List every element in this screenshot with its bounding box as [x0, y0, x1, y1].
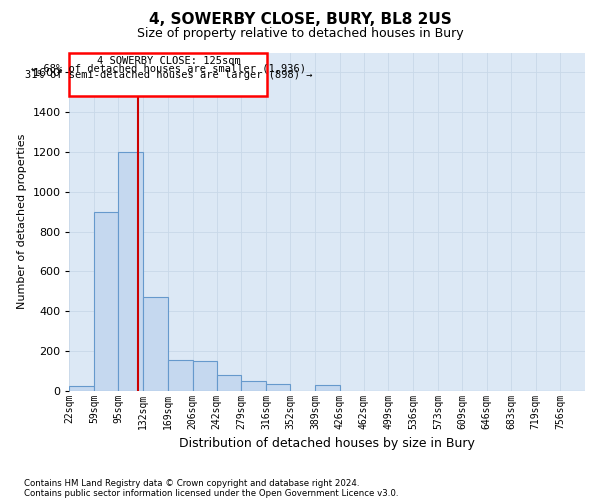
Bar — [143, 297, 168, 390]
Text: 31% of semi-detached houses are larger (898) →: 31% of semi-detached houses are larger (… — [25, 70, 312, 81]
FancyBboxPatch shape — [70, 52, 268, 96]
Text: Size of property relative to detached houses in Bury: Size of property relative to detached ho… — [137, 28, 463, 40]
Text: Contains public sector information licensed under the Open Government Licence v3: Contains public sector information licen… — [24, 488, 398, 498]
X-axis label: Distribution of detached houses by size in Bury: Distribution of detached houses by size … — [179, 437, 475, 450]
Y-axis label: Number of detached properties: Number of detached properties — [17, 134, 27, 310]
Text: 4 SOWERBY CLOSE: 125sqm: 4 SOWERBY CLOSE: 125sqm — [97, 56, 241, 66]
Text: ← 68% of detached houses are smaller (1,936): ← 68% of detached houses are smaller (1,… — [31, 64, 306, 74]
Bar — [118, 152, 143, 390]
Bar — [168, 360, 193, 390]
Bar — [217, 374, 241, 390]
Text: Contains HM Land Registry data © Crown copyright and database right 2024.: Contains HM Land Registry data © Crown c… — [24, 478, 359, 488]
Text: 4, SOWERBY CLOSE, BURY, BL8 2US: 4, SOWERBY CLOSE, BURY, BL8 2US — [149, 12, 451, 28]
Bar — [315, 384, 340, 390]
Bar — [193, 361, 217, 390]
Bar — [241, 380, 266, 390]
Bar — [266, 384, 290, 390]
Bar — [70, 386, 94, 390]
Bar — [94, 212, 118, 390]
